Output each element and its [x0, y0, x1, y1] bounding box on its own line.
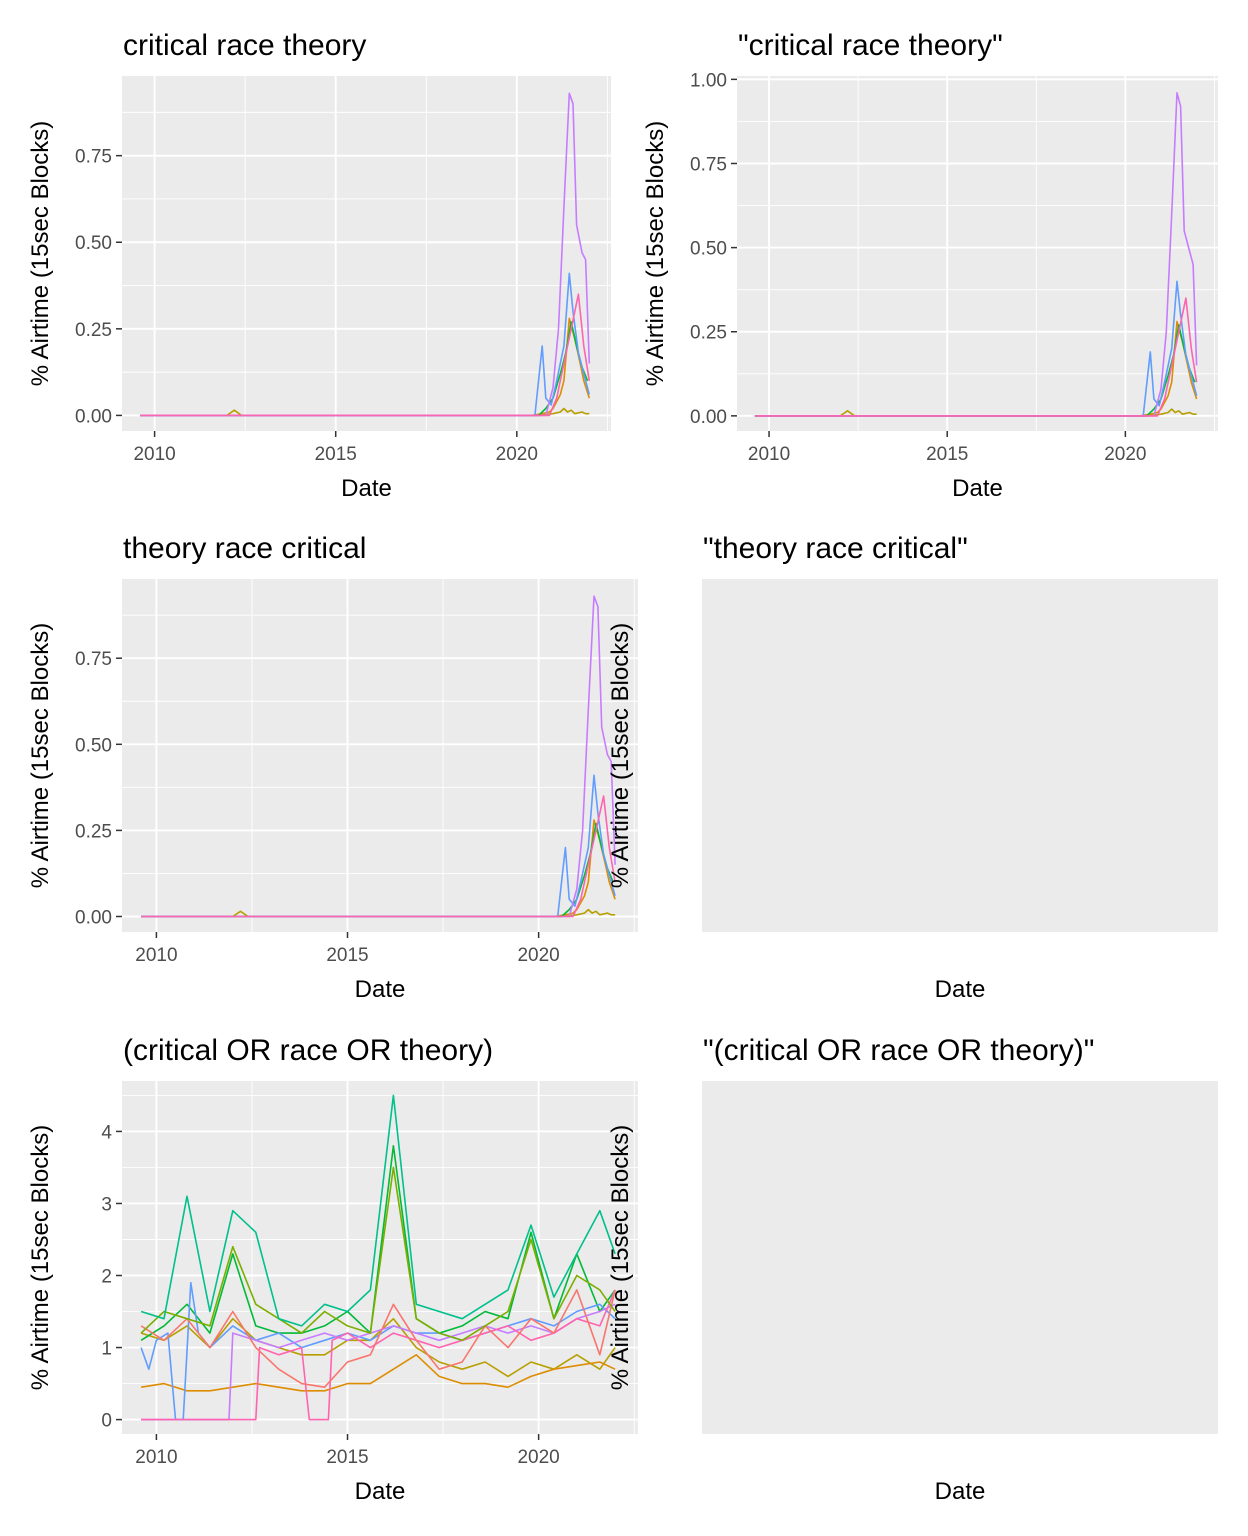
panel-title: "(critical OR race OR theory)": [703, 1034, 1094, 1067]
minor-gridlines: [122, 579, 638, 932]
series-line-6: [140, 293, 591, 417]
y-axis-title: % Airtime (15sec Blocks): [607, 1125, 634, 1390]
x-tick-label: 2020: [496, 444, 538, 465]
series-line-8: [140, 1166, 616, 1342]
y-tick-label: 0.00: [75, 406, 112, 427]
series-line-7: [140, 1289, 616, 1388]
x-axis-title: Date: [935, 1478, 986, 1505]
y-tick-label: 0.25: [75, 821, 112, 842]
series-line-1: [141, 908, 616, 918]
panel-6: "(critical OR race OR theory)" % Airtime …: [607, 1034, 1218, 1505]
series-line-6: [754, 297, 1198, 417]
plot-panel: [122, 579, 638, 932]
series-line-4: [141, 774, 616, 918]
y-axis-title: % Airtime (15sec Blocks): [27, 121, 54, 386]
y-axis-title: % Airtime (15sec Blocks): [27, 623, 54, 888]
x-tick-label: 2020: [1104, 444, 1146, 465]
minor-gridlines: [737, 76, 1218, 431]
series-lines: [754, 92, 1198, 417]
y-tick-label: 0.50: [690, 239, 727, 260]
y-tick-label: 0.75: [690, 154, 727, 175]
y-tick-label: 0.00: [75, 908, 112, 929]
y-tick-label: 4: [101, 1122, 112, 1143]
panel-3: theory race critical % Airtime (15sec Blo…: [27, 532, 638, 1003]
panel-title: "critical race theory": [738, 29, 1003, 62]
series-lines: [141, 595, 616, 918]
panel-1: critical race theory % Airtime (15sec Blo…: [27, 29, 611, 502]
x-axis-title: Date: [935, 976, 986, 1003]
series-line-3: [140, 1145, 616, 1341]
plot-panel: [702, 579, 1218, 932]
y-tick-label: 0.25: [690, 323, 727, 344]
x-axis-title: Date: [355, 1478, 406, 1505]
series-line-4: [140, 272, 591, 417]
minor-gridlines: [122, 76, 611, 431]
plot-panel: [702, 1081, 1218, 1434]
x-tick-label: 2010: [135, 945, 177, 966]
y-axis-title: % Airtime (15sec Blocks): [607, 623, 634, 888]
y-tick-label: 0.50: [75, 735, 112, 756]
plot-panel: [737, 76, 1218, 431]
y-tick-label: 1.00: [690, 70, 727, 91]
panel-title: "theory race critical": [703, 532, 968, 565]
panel-title: critical race theory: [123, 29, 366, 62]
x-tick-label: 2010: [135, 1447, 177, 1468]
series-lines: [140, 1094, 616, 1421]
panel-title: (critical OR race OR theory): [123, 1034, 493, 1067]
y-tick-label: 1: [101, 1339, 112, 1360]
y-tick-label: 0.25: [75, 320, 112, 341]
y-tick-label: 0.75: [75, 147, 112, 168]
x-tick-label: 2020: [517, 945, 559, 966]
series-line-1: [754, 408, 1197, 417]
x-axis-title: Date: [952, 475, 1003, 502]
x-tick-label: 2015: [315, 444, 357, 465]
y-tick-label: 0: [101, 1411, 112, 1432]
plot-panel: [122, 76, 611, 431]
series-line-9: [140, 1094, 616, 1327]
series-line-6: [141, 1289, 616, 1421]
series-line-5: [754, 92, 1198, 417]
y-tick-label: 3: [101, 1194, 112, 1215]
series-line-5: [140, 92, 591, 417]
x-tick-label: 2010: [748, 444, 790, 465]
y-tick-label: 2: [101, 1267, 112, 1288]
x-tick-label: 2015: [926, 444, 968, 465]
x-axis-title: Date: [341, 475, 392, 502]
panel-title: theory race critical: [123, 532, 366, 565]
series-lines: [140, 92, 591, 417]
series-line-2: [140, 1354, 616, 1392]
y-axis-title: % Airtime (15sec Blocks): [642, 121, 669, 386]
y-tick-label: 0.75: [75, 649, 112, 670]
series-line-4: [754, 280, 1198, 417]
y-axis-title: % Airtime (15sec Blocks): [27, 1125, 54, 1390]
minor-gridlines: [122, 1081, 638, 1434]
series-line-1: [140, 407, 590, 417]
x-tick-label: 2015: [326, 1447, 368, 1468]
x-tick-label: 2015: [326, 945, 368, 966]
panel-2: "critical race theory" % Airtime (15sec B…: [642, 29, 1218, 502]
series-line-5: [141, 595, 616, 918]
series-line-6: [141, 795, 616, 918]
x-tick-label: 2010: [133, 444, 175, 465]
panel-5: (critical OR race OR theory) % Airtime (1…: [27, 1034, 638, 1505]
panel-4: "theory race critical" % Airtime (15sec B…: [607, 532, 1218, 1003]
x-tick-label: 2020: [517, 1447, 559, 1468]
y-tick-label: 0.50: [75, 233, 112, 254]
x-axis-title: Date: [355, 976, 406, 1003]
y-tick-label: 0.00: [690, 407, 727, 428]
